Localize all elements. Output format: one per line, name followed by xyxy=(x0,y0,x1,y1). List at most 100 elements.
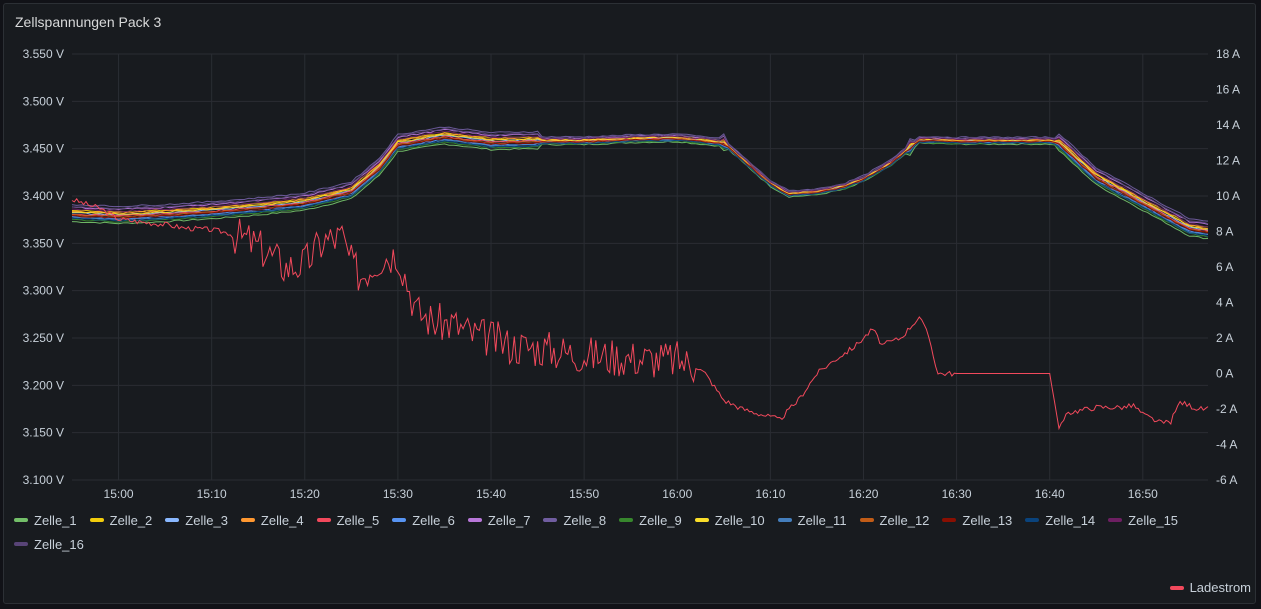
legend-label: Zelle_13 xyxy=(962,512,1013,528)
y-right-tick-label: 16 A xyxy=(1216,83,1240,97)
series-line-zelle_1 xyxy=(71,140,1209,240)
legend-label: Zelle_3 xyxy=(185,512,228,528)
legend-swatch xyxy=(165,518,180,522)
series-line-zelle_10 xyxy=(71,134,1209,230)
legend-item-zelle_14[interactable]: Zelle_14 xyxy=(1025,508,1095,532)
legend-label: Zelle_1 xyxy=(34,512,77,528)
y-left-tick-label: 3.550 V xyxy=(23,47,64,61)
series-line-zelle_12 xyxy=(72,136,1209,233)
y-left-tick-label: 3.150 V xyxy=(23,426,64,440)
legend-label: Zelle_2 xyxy=(109,512,153,528)
legend-item-zelle_2[interactable]: Zelle_2 xyxy=(89,508,153,532)
y-left-tick-label: 3.250 V xyxy=(23,331,64,345)
y-right-tick-label: 14 A xyxy=(1216,118,1240,132)
series-line-zelle_15 xyxy=(71,130,1209,228)
legend-item-zelle_1[interactable]: Zelle_1 xyxy=(14,508,77,532)
series-line-zelle_16 xyxy=(71,127,1209,225)
legend-swatch xyxy=(1025,518,1040,522)
y-left-tick-label: 3.100 V xyxy=(23,473,64,487)
series-line-zelle_14 xyxy=(71,139,1209,237)
series-line-zelle_13 xyxy=(71,137,1209,234)
legend-label: Zelle_12 xyxy=(879,512,930,528)
y-left-tick-label: 3.300 V xyxy=(23,284,64,298)
x-tick-label: 16:30 xyxy=(942,487,972,501)
series-line-zelle_7 xyxy=(71,128,1209,225)
x-tick-label: 15:00 xyxy=(104,487,134,501)
legend-item-zelle_3[interactable]: Zelle_3 xyxy=(165,508,228,532)
legend-swatch xyxy=(1108,518,1123,522)
x-tick-label: 16:40 xyxy=(1035,487,1065,501)
legend-label: Zelle_5 xyxy=(336,512,380,528)
legend-item-zelle_9[interactable]: Zelle_9 xyxy=(619,508,682,532)
series-line-ladestrom xyxy=(71,197,1209,431)
legend-label: Zelle_10 xyxy=(714,512,765,528)
legend-label: Zelle_7 xyxy=(487,512,531,528)
legend-label: Zelle_6 xyxy=(412,512,455,528)
legend-swatch xyxy=(777,518,792,522)
legend-swatch xyxy=(392,518,407,522)
y-right-tick-label: -2 A xyxy=(1216,402,1237,416)
legend-item-zelle_13[interactable]: Zelle_13 xyxy=(942,508,1012,532)
series-lines xyxy=(71,126,1209,240)
panel-title[interactable]: Zellspannungen Pack 3 xyxy=(15,14,162,30)
y-left-tick-label: 3.400 V xyxy=(23,189,64,203)
legend-item-zelle_7[interactable]: Zelle_7 xyxy=(467,508,531,532)
legend-swatch xyxy=(619,518,634,522)
series-line-zelle_9 xyxy=(71,140,1209,238)
series-line-zelle_11 xyxy=(71,139,1209,235)
y-right-tick-label: 8 A xyxy=(1216,225,1233,239)
series-line-zelle_8 xyxy=(71,126,1209,222)
legend-item-zelle_15[interactable]: Zelle_15 xyxy=(1108,508,1178,532)
y-right-tick-label: 12 A xyxy=(1216,154,1240,168)
legend-label: Zelle_14 xyxy=(1045,512,1096,528)
legend-item-zelle_16[interactable]: Zelle_16 xyxy=(14,532,84,556)
legend-swatch xyxy=(316,518,331,522)
legend-swatch xyxy=(14,542,28,546)
x-tick-label: 15:50 xyxy=(569,487,599,501)
y-right-tick-label: -6 A xyxy=(1216,473,1237,487)
y-axis-left: 3.550 V 3.500 V 3.450 V 3.400 V 3.350 V 3.300… xyxy=(23,47,64,487)
legend-item-zelle_5[interactable]: Zelle_5 xyxy=(316,508,380,532)
legend-item-zelle_8[interactable]: Zelle_8 xyxy=(543,508,606,532)
x-tick-label: 16:10 xyxy=(755,487,785,501)
legend-item-zelle_4[interactable]: Zelle_4 xyxy=(240,508,304,532)
y-right-tick-label: 0 A xyxy=(1216,367,1233,381)
y-left-tick-label: 3.200 V xyxy=(23,378,64,392)
legend-item-zelle_12[interactable]: Zelle_12 xyxy=(859,508,930,532)
x-tick-label: 15:40 xyxy=(476,487,506,501)
y-right-tick-label: 2 A xyxy=(1216,331,1233,345)
y-axis-right: 18 A 16 A 14 A 12 A 10 A 8 A 6 A 4 A 2 A 0 A -2 A -… xyxy=(1216,47,1240,487)
x-tick-label: 15:10 xyxy=(197,487,227,501)
y-right-tick-label: 18 A xyxy=(1216,47,1240,61)
legend: Zelle_1 Zelle_2 Zelle_3 Zelle_4 Zelle_5 Zelle… xyxy=(14,508,1214,556)
legend-label: Ladestrom xyxy=(1189,580,1251,595)
x-tick-label: 16:00 xyxy=(662,487,692,501)
series-line-zelle_6 xyxy=(71,138,1209,235)
legend-current[interactable]: Ladestrom xyxy=(1169,580,1251,595)
series-line-zelle_2 xyxy=(71,132,1209,228)
y-right-tick-label: 6 A xyxy=(1216,260,1233,274)
legend-swatch xyxy=(467,518,482,522)
y-left-tick-label: 3.500 V xyxy=(23,94,64,108)
legend-label: Zelle_11 xyxy=(797,512,847,528)
y-left-tick-label: 3.450 V xyxy=(23,142,64,156)
y-right-tick-label: 4 A xyxy=(1216,296,1233,310)
legend-item-zelle_11[interactable]: Zelle_11 xyxy=(777,508,847,532)
legend-label: Zelle_4 xyxy=(260,512,304,528)
x-tick-label: 15:20 xyxy=(290,487,320,501)
current-series xyxy=(71,197,1209,431)
legend-swatch xyxy=(240,518,255,522)
y-left-tick-label: 3.350 V xyxy=(23,236,64,250)
chart-grid xyxy=(72,53,1208,481)
legend-item-zelle_6[interactable]: Zelle_6 xyxy=(392,508,455,532)
legend-label: Zelle_8 xyxy=(563,512,607,528)
legend-item-zelle_10[interactable]: Zelle_10 xyxy=(694,508,765,532)
legend-swatch xyxy=(543,518,558,522)
legend-swatch xyxy=(859,518,874,522)
legend-swatch xyxy=(942,518,957,522)
x-tick-label: 16:50 xyxy=(1128,487,1158,501)
y-right-tick-label: 10 A xyxy=(1216,189,1240,203)
legend-swatch xyxy=(1169,585,1184,590)
x-axis: 15:00 15:10 15:20 15:30 15:40 15:50 16:00 16:10… xyxy=(104,487,1159,501)
